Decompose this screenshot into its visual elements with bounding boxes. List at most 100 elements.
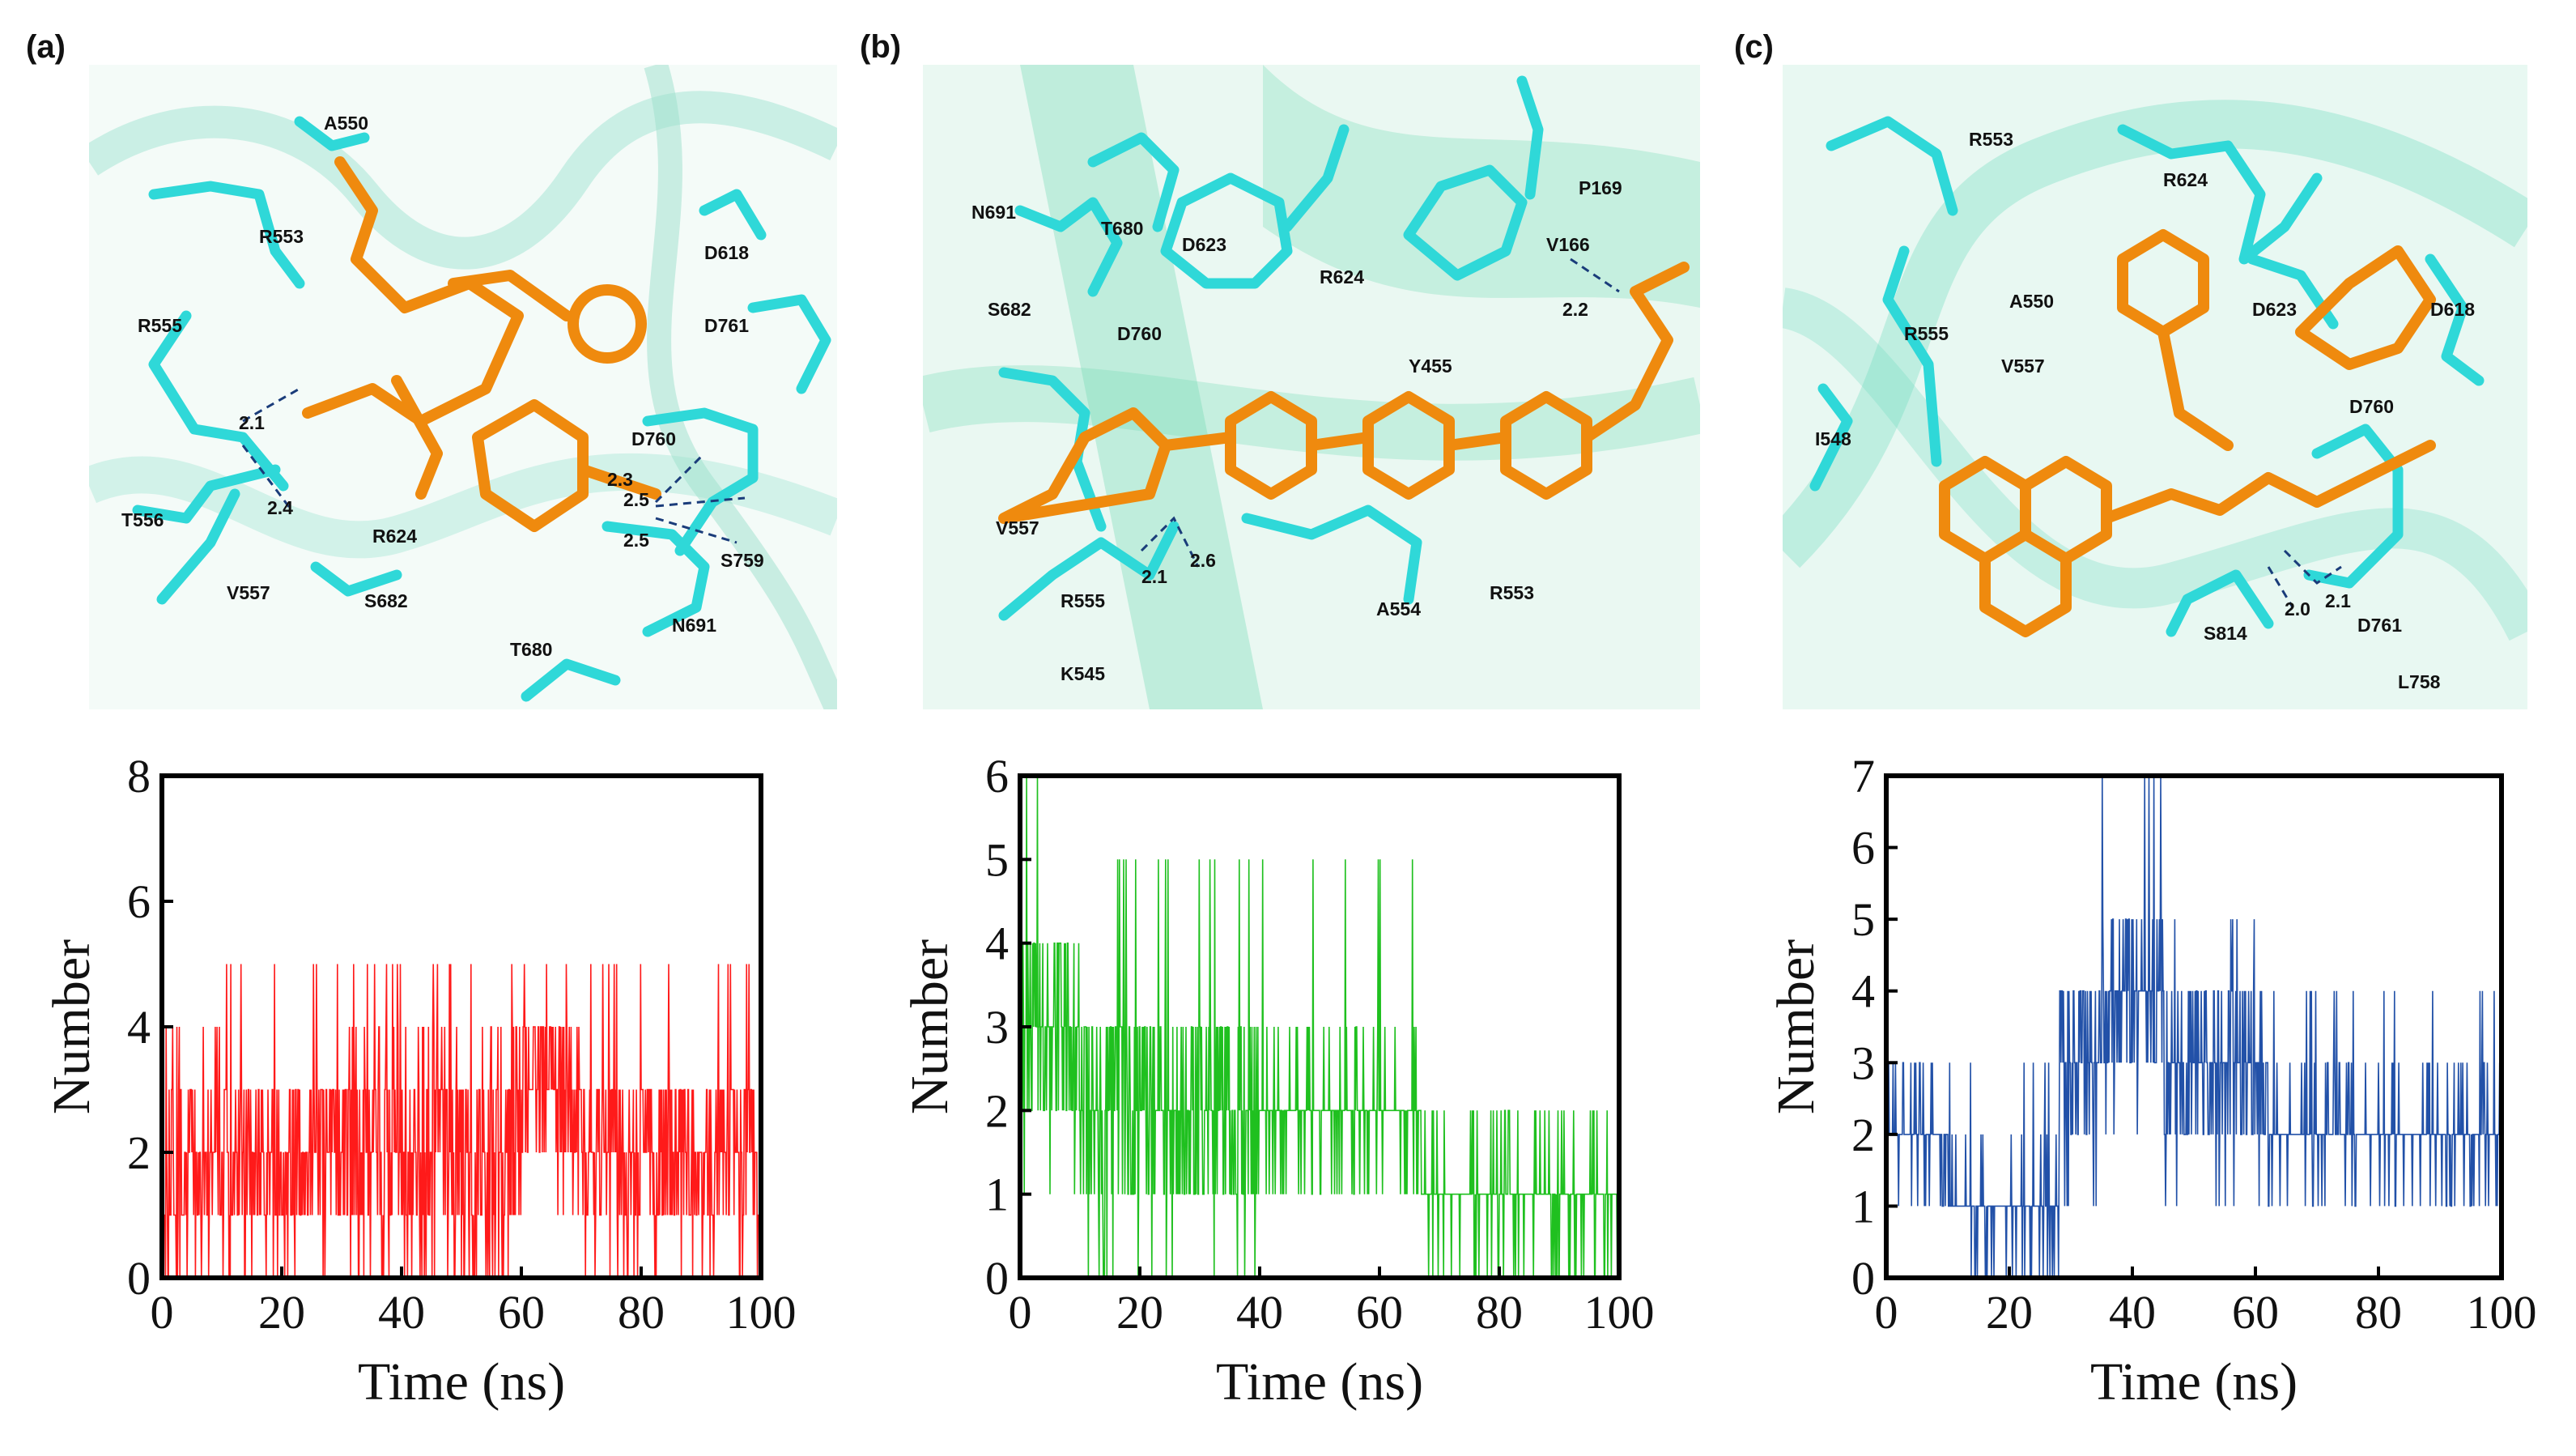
res-label: T680 <box>1101 218 1143 239</box>
res-label: R553 <box>1490 582 1534 603</box>
x-axis-title: Time (ns) <box>1216 1352 1423 1411</box>
y-tick-label: 6 <box>1851 822 1875 875</box>
x-tick-label: 60 <box>498 1286 545 1339</box>
hbond-distance: 2.5 <box>623 489 649 510</box>
res-label: S759 <box>721 550 764 571</box>
x-tick-label: 20 <box>1986 1286 2033 1339</box>
x-tick-label: 60 <box>2232 1286 2279 1339</box>
y-tick-label: 5 <box>985 833 1009 886</box>
x-tick-label: 0 <box>1009 1286 1032 1339</box>
y-tick-label: 4 <box>127 1001 151 1054</box>
res-label: N691 <box>971 202 1016 223</box>
y-tick-label: 3 <box>985 1001 1009 1054</box>
x-axis-title: Time (ns) <box>358 1352 565 1411</box>
res-label: D618 <box>704 242 749 263</box>
hbond-distance: 2.1 <box>2325 590 2351 611</box>
x-axis-title: Time (ns) <box>2090 1352 2298 1411</box>
res-label: T556 <box>121 509 164 530</box>
res-label: R555 <box>1904 323 1949 344</box>
structure-panel-b: N691 T680 D623 R624 P169 V166 S682 D760 … <box>923 65 1700 709</box>
y-tick-label: 1 <box>985 1169 1009 1221</box>
res-label: D760 <box>631 428 676 449</box>
series-line <box>1019 775 1620 1279</box>
series-line <box>161 964 762 1279</box>
structure-panel-a: A550 R553 R555 T556 V557 S682 R624 T680 … <box>89 65 837 709</box>
y-axis-title: Number <box>42 939 101 1114</box>
res-label: D761 <box>2357 615 2402 636</box>
y-axis-title: Number <box>1766 939 1826 1114</box>
plot-frame <box>1884 773 2504 1280</box>
res-label: T680 <box>510 639 552 660</box>
res-label: Y455 <box>1409 355 1452 377</box>
res-label: S682 <box>988 299 1031 320</box>
res-label: R624 <box>2163 169 2208 190</box>
y-tick-label: 2 <box>985 1084 1009 1137</box>
res-label: R555 <box>1061 590 1105 611</box>
x-tick-label: 40 <box>1236 1286 1283 1339</box>
x-tick-label: 100 <box>726 1286 797 1339</box>
hbond-distance: 2.0 <box>2285 598 2310 619</box>
res-label: R553 <box>1969 129 2013 150</box>
res-label: P169 <box>1579 177 1622 198</box>
res-label: V166 <box>1546 234 1590 255</box>
res-label: I548 <box>1815 428 1851 449</box>
x-tick-label: 0 <box>151 1286 174 1339</box>
hbond-distance: 2.4 <box>267 497 293 518</box>
res-label: D623 <box>1182 234 1226 255</box>
res-label: S814 <box>2204 623 2247 644</box>
y-tick-label: 4 <box>985 917 1009 970</box>
x-tick-label: 80 <box>1476 1286 1523 1339</box>
structure-c-svg: R553 R624 D623 D618 R555 A550 V557 I548 … <box>1783 65 2527 709</box>
res-label: S682 <box>364 590 408 611</box>
y-tick-label: 2 <box>1851 1109 1875 1161</box>
res-label: D623 <box>2252 299 2297 320</box>
y-tick-label: 7 <box>1851 750 1875 803</box>
y-tick-label: 3 <box>1851 1037 1875 1089</box>
res-label: N691 <box>672 615 716 636</box>
hbond-distance: 2.2 <box>1562 299 1588 320</box>
x-tick-label: 100 <box>1584 1286 1655 1339</box>
x-tick-label: 60 <box>1356 1286 1403 1339</box>
res-label: A554 <box>1376 598 1421 619</box>
res-label: L758 <box>2398 671 2441 692</box>
y-tick-label: 2 <box>127 1126 151 1179</box>
x-tick-label: 0 <box>1875 1286 1898 1339</box>
panel-label-c: (c) <box>1734 29 1774 65</box>
chart-b-svg: 0 20 40 60 80 100 0 1 2 3 4 5 6 Time (ns) Number <box>900 750 1655 1411</box>
x-tick-label: 40 <box>2109 1286 2156 1339</box>
x-tick-label: 20 <box>258 1286 305 1339</box>
x-tick-label: 80 <box>2355 1286 2402 1339</box>
res-label: D618 <box>2430 299 2475 320</box>
panel-label-a: (a) <box>26 29 66 65</box>
res-label: R555 <box>138 315 182 336</box>
y-tick-label: 0 <box>1851 1252 1875 1305</box>
structure-b-svg: N691 T680 D623 R624 P169 V166 S682 D760 … <box>923 65 1700 709</box>
y-tick-label: 8 <box>127 750 151 803</box>
hbond-distance: 2.1 <box>1141 566 1167 587</box>
y-tick-label: 1 <box>1851 1180 1875 1232</box>
y-tick-label: 6 <box>985 750 1009 803</box>
res-label: V557 <box>2001 355 2045 377</box>
chart-a-svg: 0 20 40 60 80 100 0 2 4 6 8 Time (ns) Number <box>42 750 797 1411</box>
series-line <box>1886 775 2502 1279</box>
y-tick-label: 0 <box>127 1252 151 1305</box>
chart-c: 0 20 40 60 80 100 0 1 2 3 4 5 6 7 Time (ns) Number <box>1716 729 2576 1456</box>
res-label: A550 <box>324 113 368 134</box>
hbond-distance: 2.5 <box>623 530 649 551</box>
structure-a-svg: A550 R553 R555 T556 V557 S682 R624 T680 … <box>89 65 837 709</box>
res-label: A550 <box>2009 291 2054 312</box>
hbond-distance: 2.3 <box>607 469 633 490</box>
res-label: V557 <box>996 517 1039 539</box>
y-axis-title: Number <box>900 939 959 1114</box>
x-tick-label: 40 <box>378 1286 425 1339</box>
res-label: D760 <box>1117 323 1162 344</box>
y-tick-label: 0 <box>985 1252 1009 1305</box>
x-tick-label: 80 <box>618 1286 665 1339</box>
chart-b: 0 20 40 60 80 100 0 1 2 3 4 5 6 Time (ns) Number <box>858 729 1684 1456</box>
res-label: K545 <box>1061 663 1105 684</box>
structure-panel-c: R553 R624 D623 D618 R555 A550 V557 I548 … <box>1783 65 2527 709</box>
res-label: R624 <box>372 526 417 547</box>
res-label: D760 <box>2349 396 2394 417</box>
hbond-distance: 2.6 <box>1190 550 1216 571</box>
chart-a: 0 20 40 60 80 100 0 2 4 6 8 Time (ns) Number <box>0 729 826 1456</box>
